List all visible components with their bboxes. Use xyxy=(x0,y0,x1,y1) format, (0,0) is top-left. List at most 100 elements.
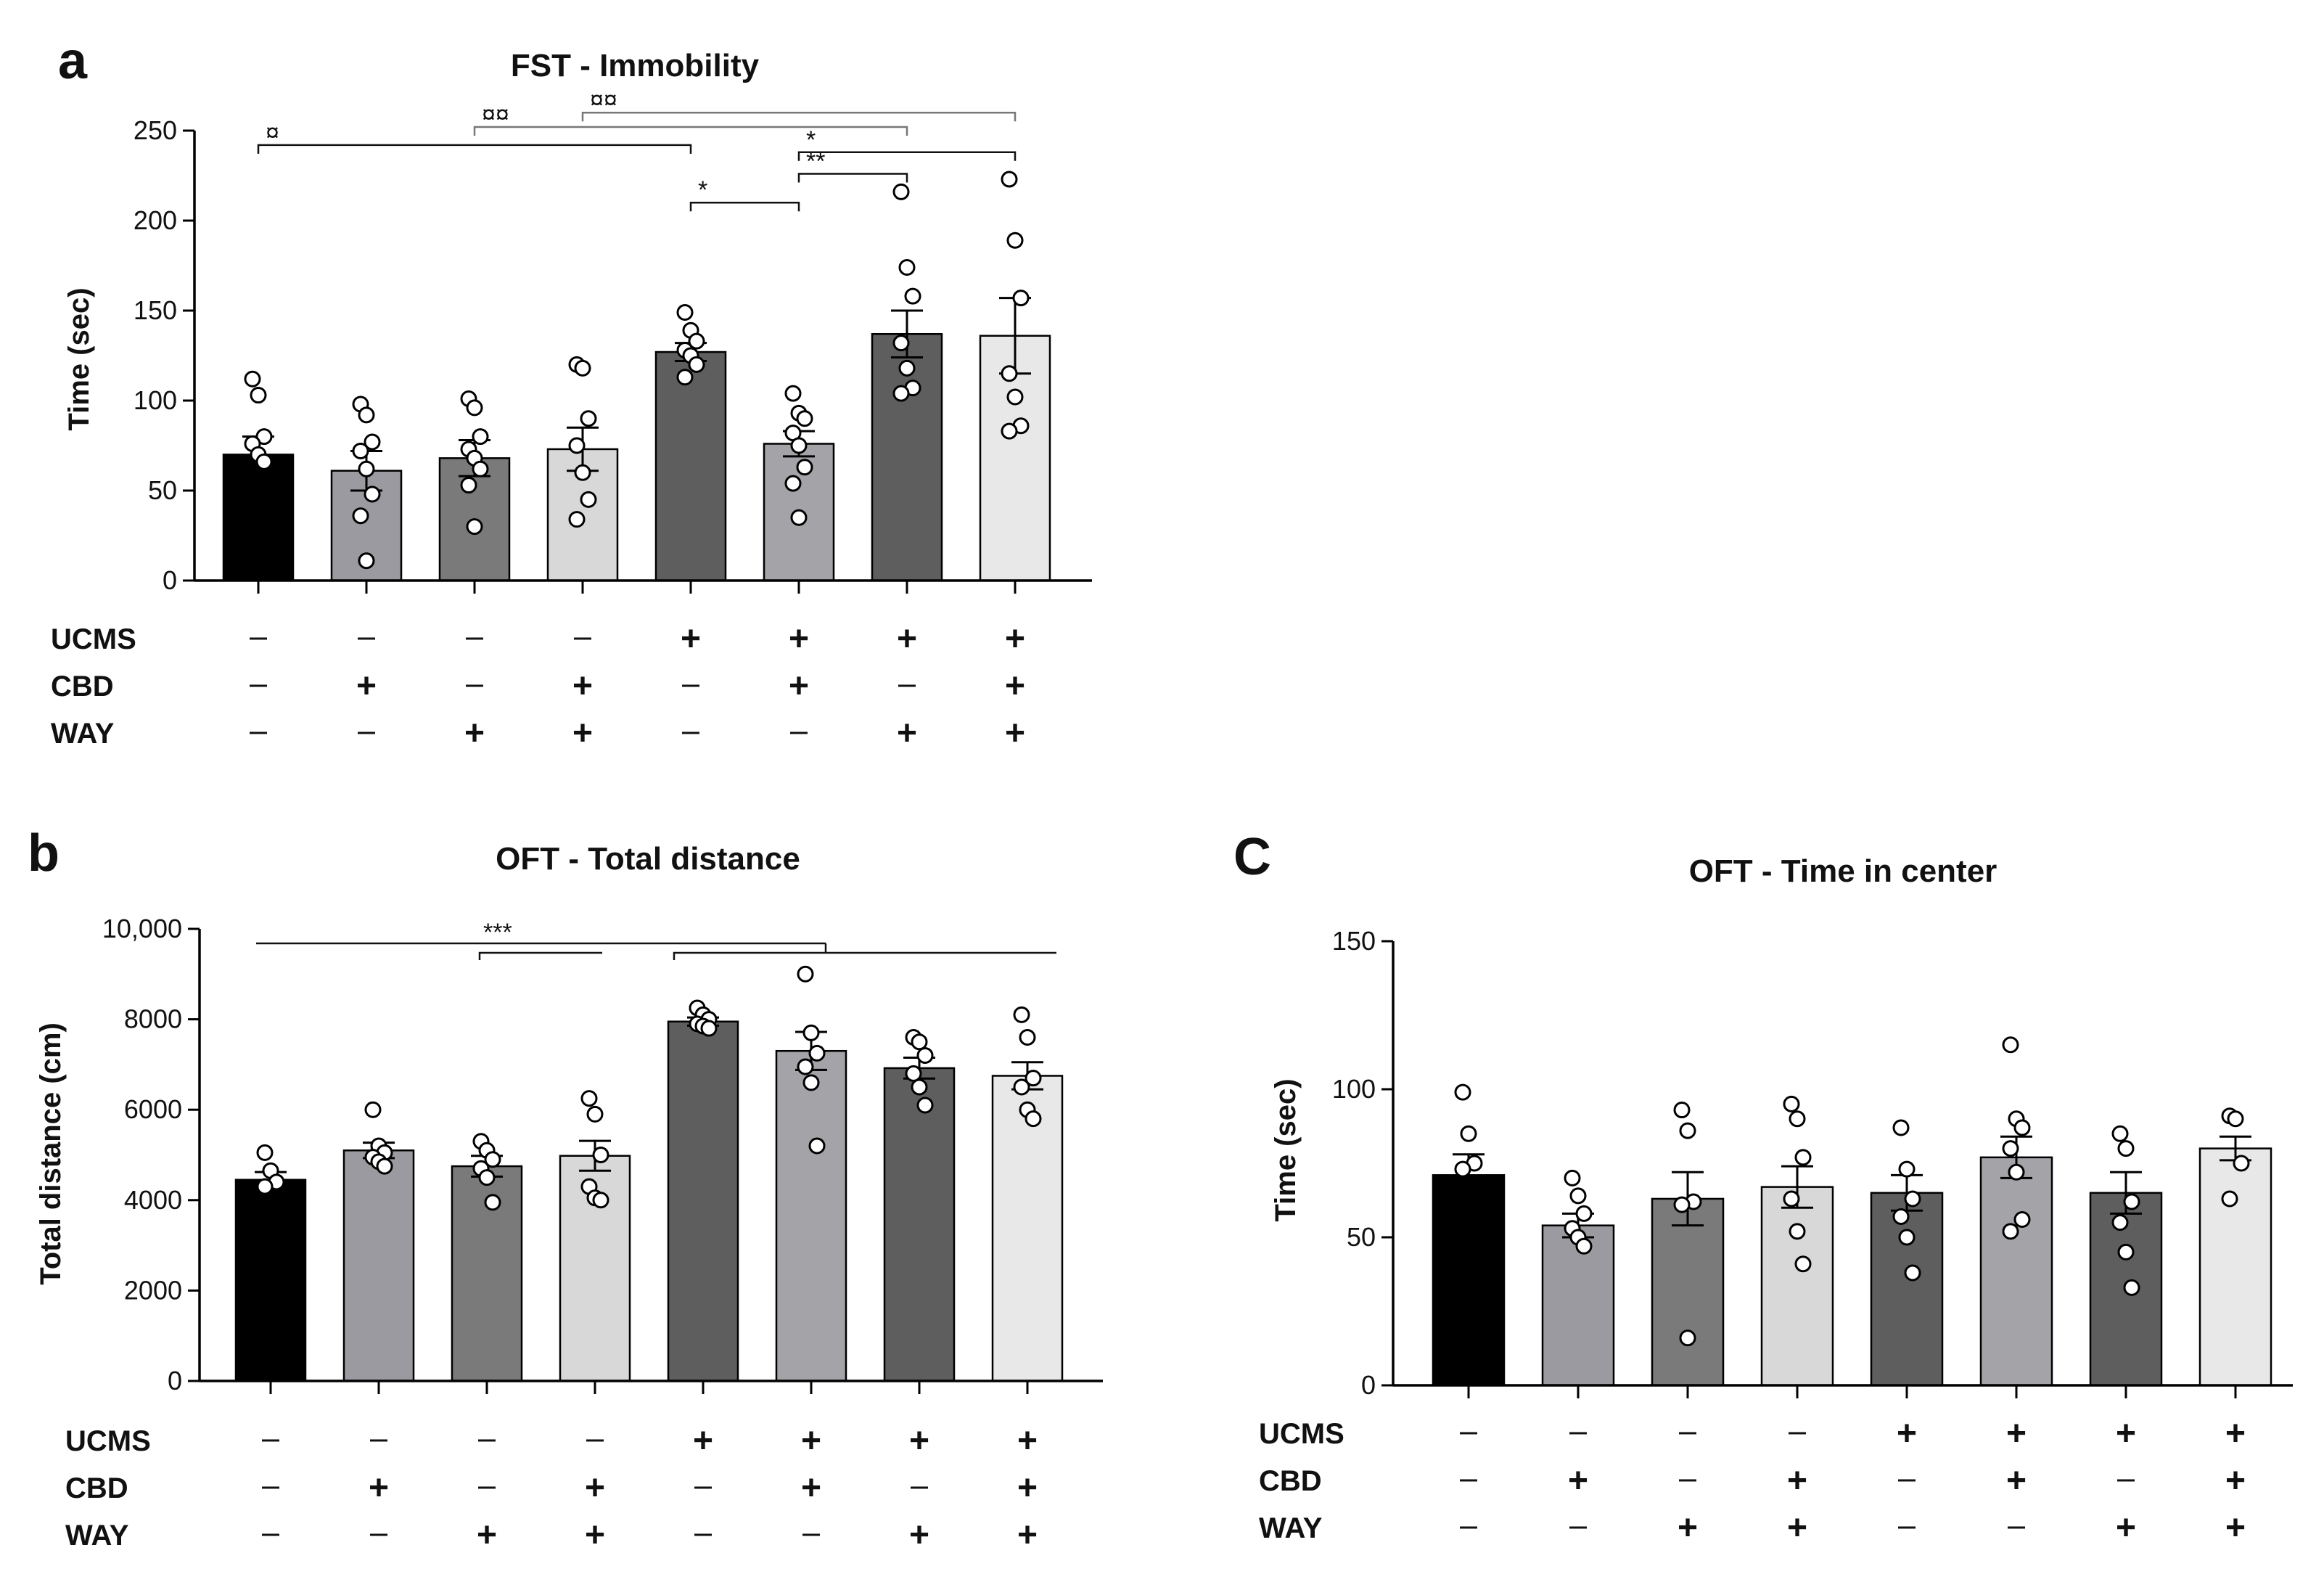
panel-b-data-point xyxy=(484,1151,501,1168)
panel-c-factor-label-way: WAY xyxy=(1259,1512,1323,1544)
panel-a-significance-label: ¤ xyxy=(266,119,279,147)
panel-b-factor-sign-plus: + xyxy=(585,1469,605,1507)
panel-c-data-point xyxy=(1673,1102,1691,1119)
panel-b-significance-label: *** xyxy=(483,919,512,946)
panel-c-data-point xyxy=(2227,1110,2244,1128)
panel-a-data-point xyxy=(892,385,910,402)
panel-c-data-point xyxy=(1575,1237,1593,1255)
panel-c-data-point xyxy=(2123,1193,2140,1210)
panel-a-data-point xyxy=(460,477,477,494)
panel-b-data-point xyxy=(802,1024,820,1041)
panel-c-y-tick-label: 100 xyxy=(1332,1074,1376,1104)
panel-b-data-point xyxy=(1013,1006,1030,1023)
panel-a-data-point xyxy=(358,552,375,570)
panel-c-data-point xyxy=(1794,1255,1812,1273)
panel-a-factor-sign-plus: + xyxy=(681,620,701,658)
panel-a-data-point xyxy=(784,475,802,492)
panel-a-data-point xyxy=(892,183,910,200)
panel-c-factor-sign-plus: + xyxy=(2006,1414,2027,1453)
panel-a-y-tick-label: 50 xyxy=(148,475,177,505)
panel-b-data-point xyxy=(580,1090,598,1107)
panel-a-factor-sign-plus: + xyxy=(1005,620,1025,658)
panel-c-data-point xyxy=(2002,1036,2019,1054)
panel-b-y-tick-label: 0 xyxy=(168,1366,182,1395)
panel-a-data-point xyxy=(244,370,261,388)
panel-a-data-point xyxy=(688,332,705,350)
panel-c-data-point xyxy=(2233,1155,2250,1172)
panel-a-y-tick-label: 150 xyxy=(134,295,177,325)
panel-a-data-point xyxy=(1006,388,1024,406)
panel-c-data-point xyxy=(1575,1205,1593,1222)
panel-c-data-point xyxy=(1898,1160,1916,1178)
panel-c-data-point xyxy=(1569,1187,1587,1205)
panel-c-data-point xyxy=(1460,1125,1477,1142)
panel-a-factor-sign-plus: + xyxy=(572,714,593,753)
panel-b-plot-area: 0 2000 4000 6000 8000 10,000 UCMS + + + + CBD + + + + WA… xyxy=(65,914,1103,1554)
panel-c-factor-sign-plus: + xyxy=(1787,1462,1807,1500)
panel-c-factor-label-cbd: CBD xyxy=(1259,1465,1322,1497)
panel-c-data-point xyxy=(2008,1163,2025,1181)
panel-c-data-point xyxy=(2111,1214,2129,1231)
panel-c-data-point xyxy=(2111,1125,2129,1142)
panel-c-data-point xyxy=(1454,1160,1471,1178)
panel-b-factor-sign-plus: + xyxy=(585,1516,605,1554)
panel-c-data-point xyxy=(2002,1140,2019,1157)
panel-b-factor-sign-plus: + xyxy=(1017,1469,1038,1507)
panel-b-bar-6 xyxy=(775,1049,847,1382)
panel-c-factor-sign-plus: + xyxy=(1787,1509,1807,1547)
panel-a-factor-label-way: WAY xyxy=(51,718,115,750)
panel-b-bar-5 xyxy=(667,1020,739,1382)
panel-a-data-point xyxy=(1001,171,1018,188)
panel-c-bar-8 xyxy=(2198,1147,2272,1387)
panel-c-bar-4 xyxy=(1760,1186,1834,1387)
panel-c-bar-3 xyxy=(1651,1197,1725,1387)
panel-c-factor-sign-plus: + xyxy=(2006,1462,2027,1500)
panel-b-data-point xyxy=(911,1078,928,1096)
panel-c-y-axis-label: Time (sec) xyxy=(1270,1078,1302,1221)
panel-b-factor-sign-plus: + xyxy=(693,1422,713,1460)
panel-a-significance-label: ¤¤ xyxy=(590,86,617,114)
panel-a-data-point xyxy=(688,356,705,373)
panel-a-significance-bracket xyxy=(473,126,908,136)
panel-b-data-point xyxy=(911,1033,928,1051)
panel-c: C OFT - Time in center Time (sec) 0 50 100… xyxy=(1233,828,2293,1547)
panel-a-data-point xyxy=(898,258,916,276)
panel-b-factor-sign-plus: + xyxy=(909,1516,929,1554)
panel-c-factor-sign-plus: + xyxy=(1678,1509,1698,1547)
panel-c-bar-1 xyxy=(1432,1174,1506,1387)
panel-c-factor-sign-plus: + xyxy=(1568,1462,1588,1500)
panel-a-data-point xyxy=(472,460,489,477)
panel-a-bar-1 xyxy=(222,454,295,582)
panel-a-significance-label: ** xyxy=(806,148,825,176)
panel-a-data-point xyxy=(250,387,267,404)
panel-a-data-point xyxy=(352,507,369,525)
panel-b-data-point xyxy=(592,1147,609,1163)
panel-b-data-point xyxy=(592,1192,609,1209)
panel-b-data-point xyxy=(256,1178,274,1195)
panel-a-y-tick-label: 250 xyxy=(134,115,177,145)
panel-c-factor-sign-plus: + xyxy=(2116,1414,2136,1453)
panel-c-data-point xyxy=(1789,1223,1806,1240)
panel-b-factor-label-ucms: UCMS xyxy=(65,1425,151,1457)
panel-a-significance-bracket xyxy=(257,144,692,154)
panel-b-data-point xyxy=(802,1074,820,1091)
panel-b-significance-bracket xyxy=(673,951,1056,960)
panel-b-title: OFT - Total distance xyxy=(496,841,800,877)
panel-a-data-point xyxy=(466,518,483,536)
panel-b-y-tick-label: 10,000 xyxy=(102,914,182,943)
panel-a-bar-5 xyxy=(654,351,727,582)
panel-a-data-point xyxy=(1012,290,1030,307)
panel-a: a FST - Immobility Time (sec) 0 50 100 150 2… xyxy=(51,32,1092,753)
panel-c-data-point xyxy=(1892,1208,1910,1225)
panel-a-y-tick-label: 0 xyxy=(163,565,177,595)
panel-a-data-point xyxy=(580,410,597,427)
panel-c-data-point xyxy=(1892,1119,1910,1136)
panel-a-y-axis-label: Time (sec) xyxy=(63,287,95,430)
panel-a-data-point xyxy=(1001,365,1018,382)
panel-c-data-point xyxy=(1783,1190,1800,1208)
panel-c-factor-sign-plus: + xyxy=(2225,1414,2246,1453)
panel-a-title: FST - Immobility xyxy=(511,48,760,83)
panel-a-data-point xyxy=(580,491,597,508)
panel-a-factor-sign-plus: + xyxy=(572,667,593,705)
